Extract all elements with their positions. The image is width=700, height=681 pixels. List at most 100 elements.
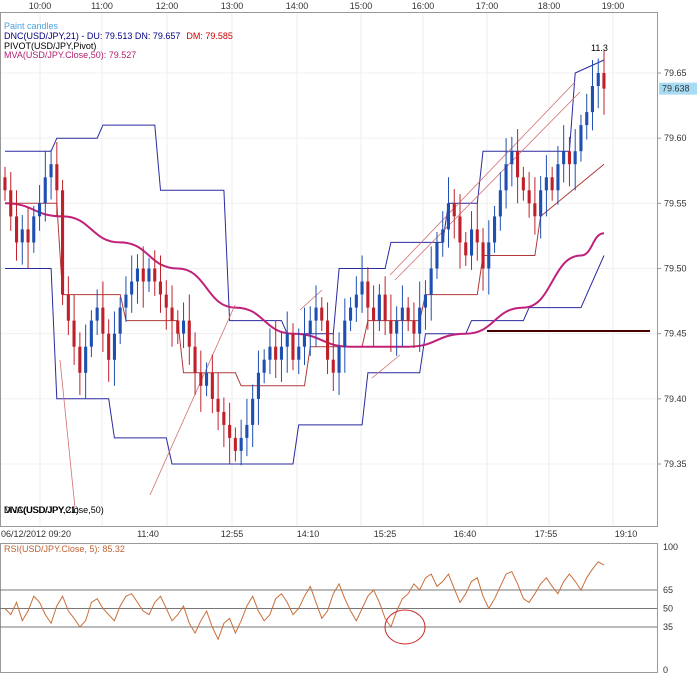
candle-body <box>337 346 341 373</box>
candle-body <box>55 164 59 191</box>
candle-body <box>38 203 42 217</box>
legend-dnc-text: DNC(USD/JPY,21) - DU: 79.513 DN: 79.657 <box>4 31 180 41</box>
candle-body <box>579 125 583 152</box>
candle-body <box>147 268 151 282</box>
candle-body <box>72 320 76 347</box>
candle-body <box>285 333 289 347</box>
candle-body <box>95 307 99 321</box>
candle-body <box>32 216 36 243</box>
candle-body <box>320 307 324 321</box>
candle-body <box>228 424 232 438</box>
overlap-label-mva: MVA(USD/JPY.Close,50) <box>4 505 104 515</box>
candle-body <box>176 320 180 334</box>
candle-body <box>101 307 105 334</box>
candle-body <box>3 177 7 191</box>
candle-body <box>441 229 445 243</box>
candle-body <box>308 320 312 334</box>
candle-body <box>182 320 186 334</box>
legend-dnc-dm: DM: 79.585 <box>186 31 233 41</box>
candle-body <box>216 398 220 412</box>
top-time-tick: 15:00 <box>350 1 373 11</box>
mva50-line <box>4 202 605 348</box>
rsi-highlight-circle <box>384 609 426 645</box>
candle-body <box>89 320 93 347</box>
candle-body <box>372 307 376 321</box>
candle-body <box>539 190 543 217</box>
candle-body <box>556 164 560 191</box>
candle-body <box>326 320 330 360</box>
candle-body <box>567 151 571 165</box>
candle-body <box>43 177 47 204</box>
candle-body <box>199 372 203 386</box>
candle-body <box>112 333 116 360</box>
candle-body <box>78 346 82 373</box>
bottom-time-tick: 15:25 <box>374 529 397 539</box>
candle-body <box>153 268 157 282</box>
bottom-time-tick: 17:55 <box>535 529 558 539</box>
candle-body <box>256 372 260 399</box>
top-time-tick: 10:00 <box>29 1 52 11</box>
price-tick-label: 79.35 <box>664 459 687 469</box>
candle-body <box>487 242 491 269</box>
rsi-line <box>4 561 605 641</box>
candle-body <box>124 294 128 308</box>
top-time-tick: 17:00 <box>476 1 499 11</box>
candle-body <box>533 203 537 217</box>
candle-body <box>573 151 577 165</box>
rsi-tick-label: 0 <box>663 665 668 675</box>
candle-body <box>360 281 364 295</box>
candle-body <box>210 372 214 399</box>
candle-body <box>233 437 237 451</box>
candle-body <box>412 320 416 334</box>
candle-body <box>314 307 318 321</box>
current-price-label: 79.638 <box>662 84 690 94</box>
candle-body <box>383 294 387 321</box>
candle-body <box>164 294 168 308</box>
candle-body <box>590 86 594 113</box>
candle-body <box>366 281 370 308</box>
candle-body <box>205 372 209 386</box>
main-frame <box>0 12 658 527</box>
legend-paint-candles: Paint candles <box>4 21 59 31</box>
candle-body <box>141 268 145 282</box>
candle-body <box>222 411 226 425</box>
candle-body <box>262 359 266 373</box>
candle-body <box>49 164 53 178</box>
candle-body <box>354 294 358 308</box>
price-tick-label: 79.65 <box>664 68 687 78</box>
candle-body <box>602 73 606 89</box>
price-tick-label: 79.50 <box>664 264 687 274</box>
candle-body <box>26 229 30 243</box>
candle-body <box>279 346 283 360</box>
top-time-tick: 13:00 <box>221 1 244 11</box>
candle-body <box>130 281 134 295</box>
bottom-time-tick: 16:40 <box>454 529 477 539</box>
candle-body <box>349 307 353 321</box>
price-tick-label: 79.40 <box>664 394 687 404</box>
candle-body <box>435 242 439 269</box>
candle-body <box>187 320 191 347</box>
trend-line <box>371 354 401 379</box>
top-time-tick: 18:00 <box>538 1 561 11</box>
candle-body <box>504 164 508 191</box>
top-time-tick: 11:00 <box>91 1 113 11</box>
rsi-label: RSI(USD/JPY.Close, 5): 85.32 <box>4 544 125 554</box>
candle-body <box>464 242 468 256</box>
candle-body <box>343 320 347 347</box>
annotation-top: 11.3 <box>591 43 608 53</box>
price-tick-label: 79.45 <box>664 329 687 339</box>
candle-body <box>135 268 139 282</box>
candle-body <box>400 307 404 321</box>
price-tick-label: 79.55 <box>664 198 687 208</box>
candle-body <box>475 229 479 243</box>
candle-body <box>193 346 197 373</box>
trend-line <box>299 289 323 311</box>
top-time-tick: 19:00 <box>602 1 625 11</box>
rsi-tick-label: 65 <box>663 585 673 595</box>
candle-body <box>544 177 548 191</box>
candle-body <box>389 320 393 334</box>
candle-body <box>15 216 19 243</box>
trend-line <box>59 359 76 509</box>
